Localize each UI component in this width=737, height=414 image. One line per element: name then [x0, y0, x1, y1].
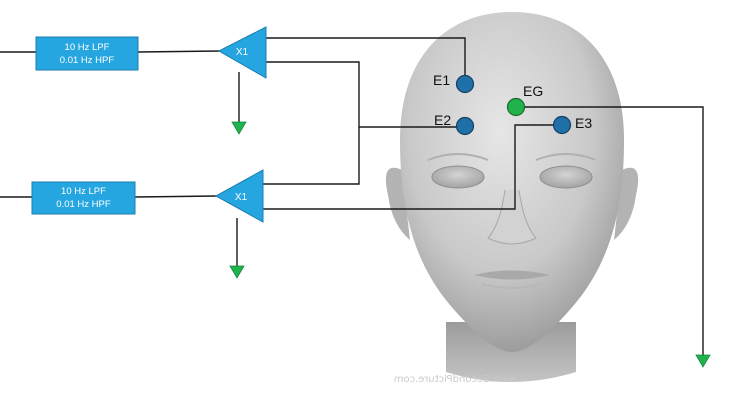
nose	[487, 189, 537, 245]
left-eye	[431, 165, 485, 189]
electrode-e1: E1	[433, 72, 475, 94]
amplifier-triangle	[217, 26, 267, 79]
wire-amp2-e2	[263, 127, 360, 185]
amplifier-triangle	[214, 169, 264, 223]
ground-symbol-amp1	[231, 121, 247, 135]
amplifier-2: X1	[214, 169, 264, 223]
lower-lip	[481, 283, 543, 289]
wire-filter2-amp2	[134, 195, 218, 198]
electrode-e2: E2	[434, 112, 475, 136]
filter-box	[31, 181, 136, 215]
ground-symbol-amp2	[229, 265, 245, 279]
amplifier-1: X1	[217, 26, 267, 79]
filter-hpf-label: 0.01 Hz HPF	[60, 55, 115, 66]
electrode-dot	[506, 97, 526, 117]
right-brow	[535, 153, 597, 161]
electrode-label: E1	[433, 72, 450, 88]
filter-lpf-label: 10 Hz LPF	[61, 186, 106, 197]
electrode-dot	[455, 74, 475, 94]
face	[400, 12, 624, 352]
left-ear	[385, 167, 410, 240]
electrode-label: E3	[575, 115, 592, 131]
filter-block-2: 10 Hz LPF 0.01 Hz HPF	[31, 181, 136, 215]
wire-amp1-e1	[266, 37, 466, 84]
wire-amp2-e3	[263, 124, 562, 210]
wire-eg-ground	[516, 106, 704, 355]
electrode-dot	[552, 115, 572, 135]
electrode-e3: E3	[552, 115, 592, 135]
electrode-dot	[455, 116, 475, 136]
filter-hpf-label: 0.01 Hz HPF	[56, 199, 111, 210]
left-brow	[427, 153, 489, 161]
amplifier-gain-label: X1	[236, 47, 249, 58]
amplifier-gain-label: X1	[235, 192, 248, 203]
watermark-text: www.SecondPicture.com	[394, 374, 517, 385]
right-ear	[614, 167, 639, 240]
filter-box	[35, 36, 139, 71]
electrode-eg: EG	[506, 83, 543, 117]
mouth	[474, 270, 550, 280]
head-illustration	[385, 12, 639, 382]
neck	[446, 322, 576, 382]
wire-filter1-amp1	[137, 50, 221, 53]
right-eye	[539, 165, 593, 189]
filter-lpf-label: 10 Hz LPF	[65, 42, 110, 53]
filter-block-1: 10 Hz LPF 0.01 Hz HPF	[35, 36, 139, 71]
ground-symbol-reference	[695, 354, 711, 368]
wire-amp1-e2	[266, 61, 465, 128]
electrode-label: EG	[523, 83, 543, 99]
electrode-label: E2	[434, 112, 451, 128]
wiring	[0, 37, 704, 355]
